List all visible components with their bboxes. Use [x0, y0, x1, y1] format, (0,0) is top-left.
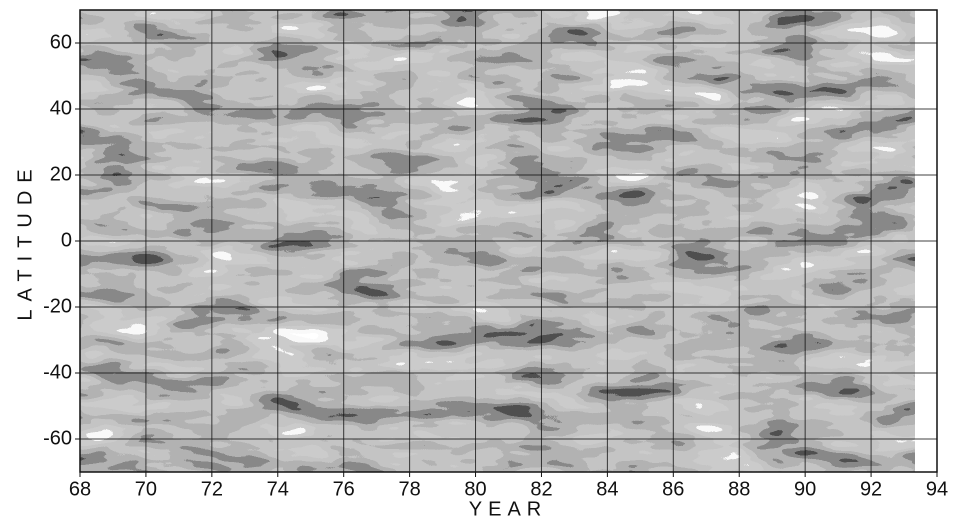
y-axis-label: LATITUDE: [14, 161, 36, 320]
x-tick-label: 84: [596, 478, 618, 500]
y-tick-label: -20: [43, 295, 72, 317]
x-tick-label: 92: [860, 478, 882, 500]
y-tick-label: 0: [61, 229, 72, 251]
y-tick-label: -60: [43, 427, 72, 449]
y-tick-label: 60: [50, 31, 72, 53]
x-tick-label: 68: [69, 478, 91, 500]
x-tick-label: 82: [530, 478, 552, 500]
x-tick-label: 72: [201, 478, 223, 500]
x-tick-label: 70: [135, 478, 157, 500]
x-tick-label: 86: [662, 478, 684, 500]
x-tick-label: 74: [267, 478, 289, 500]
x-tick-label: 78: [398, 478, 420, 500]
x-tick-label: 88: [728, 478, 750, 500]
x-tick-label: 80: [464, 478, 486, 500]
y-tick-label: 40: [50, 97, 72, 119]
y-tick-label: 20: [50, 163, 72, 185]
grid: [79, 10, 938, 472]
x-axis-label: YEAR: [469, 498, 547, 520]
x-tick-label: 94: [926, 478, 948, 500]
x-tick-label: 90: [794, 478, 816, 500]
x-tick-label: 76: [333, 478, 355, 500]
y-tick-label: -40: [43, 361, 72, 383]
